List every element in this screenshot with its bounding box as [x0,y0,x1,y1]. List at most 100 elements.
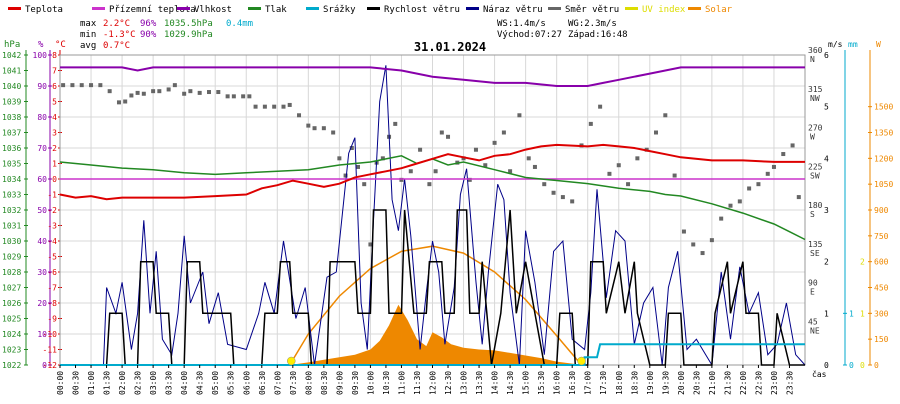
wind-dir-point [408,169,413,174]
stats-avg-temp: 0.7°C [103,41,130,51]
dir-tick: 135 [808,240,823,249]
wind-dir-point [343,173,348,178]
legend-label-ground: Přízemní teplota [109,5,196,15]
temp-tick: 1 [52,160,57,169]
press-tick: 1040 [2,82,21,91]
wind-dir-point [709,238,714,243]
hum-tick: 90 [37,82,47,91]
stats-sunset: Západ:16:48 [568,30,628,40]
wind-dir-point [349,146,354,150]
temp-tick: 6 [52,82,57,91]
x-tick-label: 06:30 [258,371,267,395]
press-tick: 1022 [2,361,21,370]
dir-tick: 180 [808,201,823,210]
x-tick-label: 08:00 [304,371,313,395]
hum-tick: 10 [37,330,47,339]
hum-tick: 20 [37,299,47,308]
x-tick-label: 14:30 [506,371,515,395]
x-tick-label: 22:00 [739,371,748,395]
x-tick-label: 12:30 [444,371,453,395]
temp-tick: -3 [47,222,57,231]
x-tick-label: 06:00 [242,371,251,395]
uv-tick: 0 [860,361,865,370]
wind-dir-point [433,169,438,174]
uv-tick: 1 [860,309,865,318]
wind-tick: 5 [824,103,829,112]
wind-dir-point [700,251,705,256]
rain-tick: 0 [849,361,854,370]
x-tick-label: 09:30 [351,371,360,395]
wind-dir-point [483,163,488,168]
wind-dir-point [129,93,134,98]
legend-label-uv: UV index [642,5,686,15]
x-tick-label: 04:30 [196,371,205,395]
wind-dir-point [368,242,373,247]
solar-unit: W [876,40,881,49]
wind-dir-point [141,91,146,96]
dir-label: SW [810,171,820,180]
x-tick-label: 20:00 [677,371,686,395]
x-tick-label: 17:30 [599,371,608,395]
wind-dir-point [517,113,522,118]
temp-tick: -5 [47,253,57,262]
wind-dir-point [98,83,103,88]
temp-tick: -4 [47,237,57,246]
x-tick-label: 21:00 [708,371,717,395]
chart-title: 31.01.2024 [414,40,486,54]
temp-tick: -9 [47,315,57,324]
rain-line [60,343,805,366]
wind-dir-point [790,143,795,148]
x-tick-label: 19:30 [661,371,670,395]
press-tick: 1035 [2,160,21,169]
wind-dir-point [501,130,506,135]
press-tick: 1025 [2,315,21,324]
wind-dir-point [532,164,537,169]
press-tick: 1042 [2,51,21,60]
wind-dir-point [607,171,612,176]
x-tick-label: 20:30 [692,371,701,395]
wind-dir-point [331,130,336,135]
solar-tick: 450 [874,284,889,293]
dir-label: NE [810,326,820,335]
x-tick-label: 15:00 [522,371,531,395]
wind-dir-point [123,99,128,104]
rain-unit: mm [848,40,858,49]
hum-tick: 70 [37,144,47,153]
wind-dir-point [321,126,326,131]
wind-dir-point [225,94,230,99]
x-tick-label: 23:30 [785,371,794,395]
hum-tick: 40 [37,237,47,246]
wind-dir-point [188,89,193,94]
temperature-line [59,143,805,201]
x-tick-label: 08:30 [320,371,329,395]
legend-swatch-solar [688,7,701,10]
temp-unit: °C [55,40,66,50]
legend-swatch-ground [92,7,105,10]
legend-label-temp: Teplota [25,5,63,15]
wind-dir-point [781,152,786,157]
stats-ws: WS:1.4m/s [497,19,546,29]
wind-dir-point [796,195,801,200]
hum-tick: 50 [37,206,47,215]
x-tick-label: 11:30 [413,371,422,395]
legend-label-hum: Vlhkost [194,5,232,15]
temp-tick: 2 [52,144,57,153]
press-tick: 1037 [2,129,21,138]
wind-speed-line [60,209,805,366]
wind-dir-point [89,83,94,88]
solar-tick: 300 [874,309,889,318]
x-tick-label: 05:30 [227,371,236,395]
wind-dir-point [542,182,547,187]
wind-dir-point [672,173,677,178]
temp-tick: -1 [47,191,57,200]
temp-tick: -8 [47,299,57,308]
wind-dir-point [616,163,621,168]
press-tick: 1027 [2,284,21,293]
wind-tick: 4 [824,154,829,163]
hum-tick: 30 [37,268,47,277]
legend-swatch-wg [466,7,479,10]
wind-tick: 3 [824,206,829,215]
wind-dir-point [151,89,156,94]
legend-swatch-ws [367,7,380,10]
